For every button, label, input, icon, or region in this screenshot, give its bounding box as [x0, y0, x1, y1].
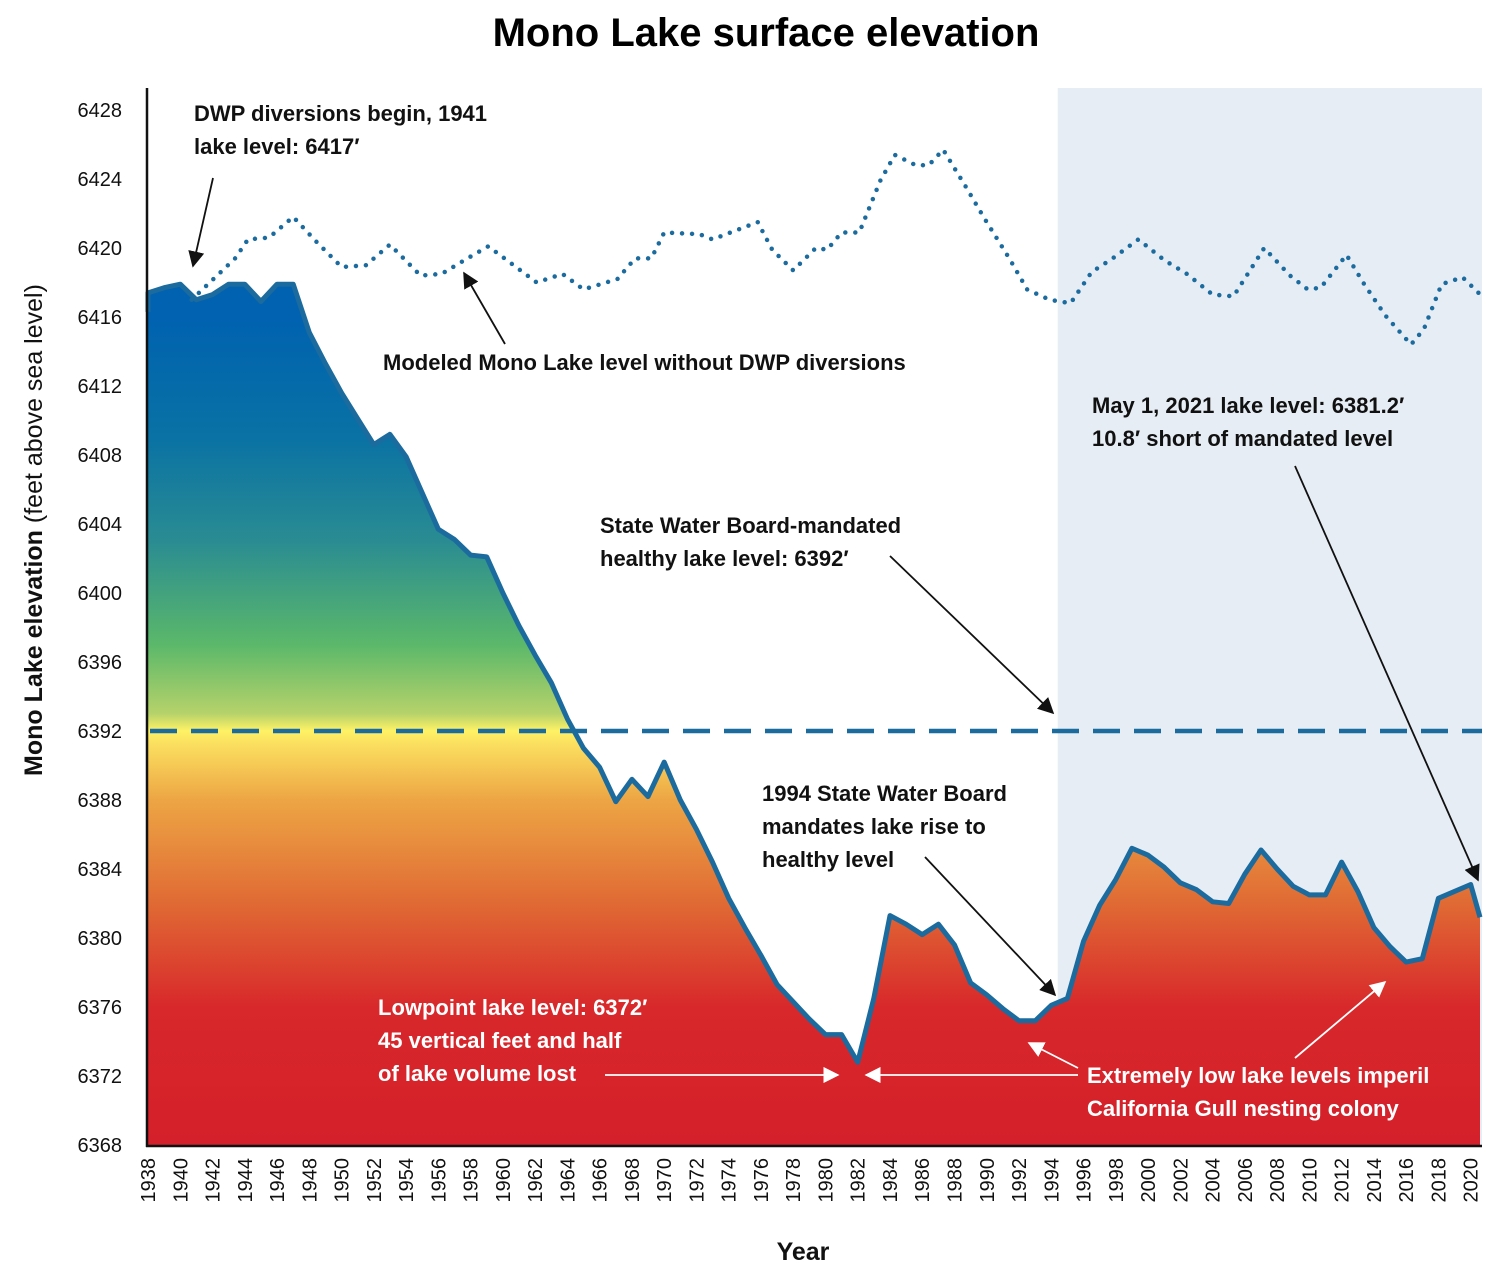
y-tick-label: 6420	[78, 238, 123, 260]
x-tick-label: 2010	[1299, 1158, 1321, 1203]
x-tick-label: 1978	[783, 1158, 805, 1203]
y-tick-label: 6424	[78, 169, 123, 191]
x-tick-label: 1992	[1009, 1158, 1031, 1203]
x-tick-label: 1980	[815, 1158, 837, 1203]
y-tick-label: 6408	[78, 445, 123, 467]
x-tick-label: 2012	[1332, 1158, 1354, 1203]
x-tick-label: 1998	[1106, 1158, 1128, 1203]
annotation-dwp-arrow	[188, 177, 214, 268]
x-tick-label: 1988	[945, 1158, 967, 1203]
annotation-board-line1: State Water Board-mandated	[600, 513, 901, 538]
x-tick-label: 2008	[1267, 1158, 1289, 1203]
annotation-rise-line3: healthy level	[762, 847, 894, 872]
x-tick-label: 1996	[1074, 1158, 1096, 1203]
x-tick-label: 1950	[332, 1158, 354, 1203]
y-axis-label-rest: (feet above sea level)	[20, 284, 48, 530]
x-tick-label: 1960	[493, 1158, 515, 1203]
annotation-gull-arrow-2016	[1294, 980, 1387, 1059]
annotation-gull-line1: Extremely low lake levels imperil	[1087, 1063, 1429, 1088]
x-tick-label: 1974	[719, 1158, 741, 1203]
y-tick-label: 6388	[78, 790, 123, 812]
modeled-level-dotted-line	[189, 146, 1485, 349]
y-tick-label: 6396	[78, 652, 123, 674]
x-tick-label: 1938	[138, 1158, 160, 1203]
chart-title: Mono Lake surface elevation	[493, 11, 1040, 55]
annotation-rise-line2: mandates lake rise to	[762, 814, 986, 839]
annotation-low-line2: 45 vertical feet and half	[378, 1028, 622, 1053]
annotation-modeled-arrow	[463, 271, 506, 345]
y-tick-labels: 6368 6372 6376 6380 6384 6388 6392 6396 6400 6404…	[78, 100, 123, 1157]
y-tick-label: 6376	[78, 997, 123, 1019]
y-tick-label: 6380	[78, 928, 123, 950]
y-tick-label: 6412	[78, 376, 123, 398]
x-tick-label: 1942	[203, 1158, 225, 1203]
y-tick-label: 6416	[78, 307, 123, 329]
annotation-board-line2: healthy lake level: 6392′	[600, 546, 849, 571]
y-tick-label: 6404	[78, 514, 123, 536]
annotation-rise-arrow	[924, 856, 1057, 997]
annotation-may-line1: May 1, 2021 lake level: 6381.2′	[1092, 393, 1404, 418]
x-tick-label: 2016	[1396, 1158, 1418, 1203]
annotation-may-arrow	[1294, 465, 1480, 882]
y-tick-label: 6392	[78, 721, 123, 743]
x-tick-label: 2020	[1461, 1158, 1483, 1203]
x-tick-label: 2014	[1364, 1158, 1386, 1203]
y-axis-label-bold: Mono Lake elevation	[20, 530, 48, 776]
x-tick-label: 2000	[1138, 1158, 1160, 1203]
annotation-gull-arrow-1992	[1027, 1042, 1079, 1069]
x-tick-label: 1962	[525, 1158, 547, 1203]
y-axis-label: Mono Lake elevation (feet above sea leve…	[20, 284, 48, 776]
annotation-dwp-line2: lake level: 6417′	[194, 134, 360, 159]
x-tick-label: 1952	[364, 1158, 386, 1203]
y-tick-label: 6400	[78, 583, 123, 605]
annotation-dwp-line1: DWP diversions begin, 1941	[194, 101, 487, 126]
annotation-board-arrow	[889, 555, 1055, 715]
x-tick-label: 2018	[1428, 1158, 1450, 1203]
lake-level-line	[145, 281, 1483, 1065]
y-tick-label: 6368	[78, 1135, 123, 1157]
annotation-low-line3: of lake volume lost	[378, 1061, 577, 1086]
x-tick-label: 2004	[1203, 1158, 1225, 1203]
x-tick-label: 1976	[751, 1158, 773, 1203]
x-tick-label: 1940	[170, 1158, 192, 1203]
x-tick-label: 1994	[1041, 1158, 1063, 1203]
x-tick-label: 1964	[557, 1158, 579, 1203]
x-tick-label: 1966	[590, 1158, 612, 1203]
x-tick-label: 1956	[428, 1158, 450, 1203]
x-tick-label: 1986	[912, 1158, 934, 1203]
x-tick-label: 1958	[461, 1158, 483, 1203]
annotation-modeled: Modeled Mono Lake level without DWP dive…	[383, 350, 906, 375]
x-tick-label: 1970	[654, 1158, 676, 1203]
y-tick-label: 6428	[78, 100, 123, 122]
x-tick-label: 1948	[299, 1158, 321, 1203]
x-tick-labels: 1938 1940 1942 1944 1946 1948 1950 1952 1954 1956…	[138, 1158, 1483, 1203]
annotation-rise-line1: 1994 State Water Board	[762, 781, 1007, 806]
x-tick-label: 1954	[396, 1158, 418, 1203]
annotation-gull-line2: California Gull nesting colony	[1087, 1096, 1399, 1121]
lake-level-area	[148, 284, 1480, 1145]
x-tick-label: 1946	[267, 1158, 289, 1203]
x-axis-label: Year	[777, 1238, 830, 1266]
x-tick-label: 1982	[848, 1158, 870, 1203]
x-tick-label: 1944	[235, 1158, 257, 1203]
y-tick-label: 6384	[78, 859, 123, 881]
annotation-may-line2: 10.8′ short of mandated level	[1092, 426, 1393, 451]
x-tick-label: 1984	[880, 1158, 902, 1203]
x-tick-label: 1972	[686, 1158, 708, 1203]
y-tick-label: 6372	[78, 1066, 123, 1088]
annotation-low-line1: Lowpoint lake level: 6372′	[378, 995, 647, 1020]
x-tick-label: 2006	[1235, 1158, 1257, 1203]
x-tick-label: 2002	[1170, 1158, 1192, 1203]
x-tick-label: 1990	[977, 1158, 999, 1203]
x-tick-label: 1968	[622, 1158, 644, 1203]
